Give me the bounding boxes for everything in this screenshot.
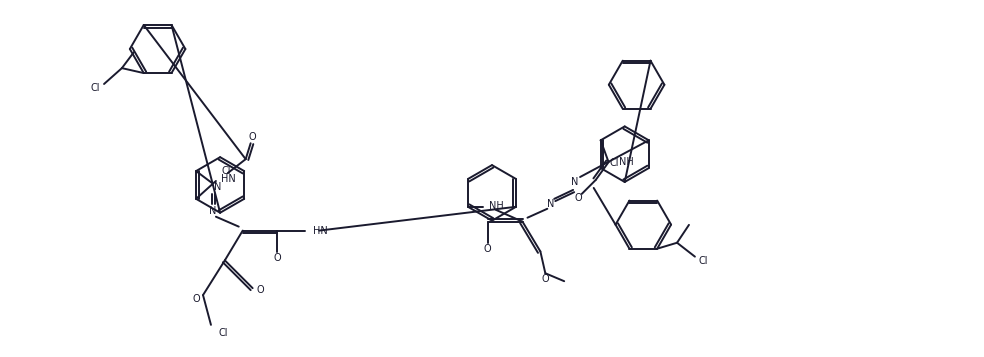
Text: Cl: Cl — [91, 83, 99, 93]
Text: O: O — [274, 253, 281, 263]
Text: N: N — [215, 182, 221, 192]
Text: N: N — [210, 206, 216, 216]
Text: N: N — [546, 199, 554, 209]
Text: NH: NH — [489, 201, 504, 211]
Text: HN: HN — [313, 226, 328, 236]
Text: N: N — [572, 177, 579, 187]
Text: O: O — [574, 193, 582, 203]
Text: HN: HN — [220, 174, 235, 184]
Text: O: O — [249, 132, 257, 142]
Text: Cl: Cl — [221, 166, 231, 176]
Text: Cl: Cl — [610, 158, 619, 168]
Text: NH: NH — [619, 157, 634, 167]
Text: Cl: Cl — [698, 256, 707, 266]
Text: O: O — [484, 245, 492, 255]
Text: O: O — [541, 274, 549, 284]
Text: O: O — [192, 294, 200, 304]
Text: O: O — [257, 285, 265, 295]
Text: Cl: Cl — [218, 328, 227, 338]
